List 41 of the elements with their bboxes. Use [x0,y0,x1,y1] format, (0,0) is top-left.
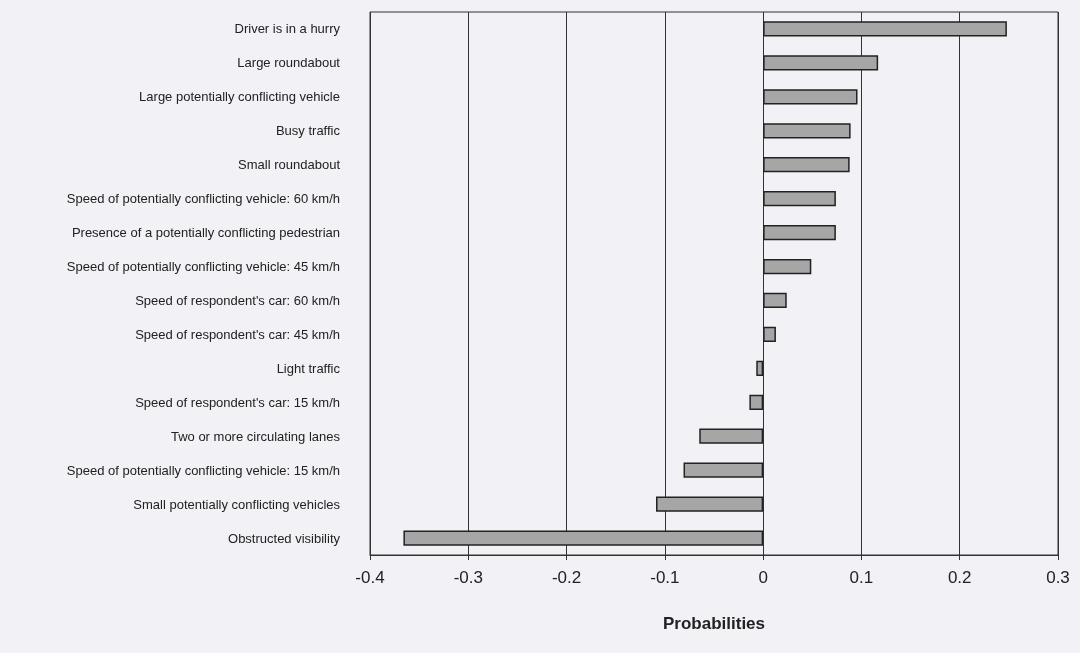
y-tick-label: Busy traffic [275,123,341,139]
bar [763,55,879,71]
y-tick-label: Light traffic [276,360,341,376]
bar [763,258,812,275]
y-tick-label: Speed of potentially conflicting vehicle: 15 km/h [66,462,340,478]
y-tick-label: Presence of a potentially conflicting pedestrian [71,225,340,241]
x-tick-label: 0.2 [947,568,972,587]
y-tick-label: Large potentially conflicting vehicle [139,89,340,105]
bar [763,21,1007,37]
x-tick-label: -0.3 [453,568,483,587]
x-tick-label: -0.2 [551,568,582,587]
x-tick-label: 0.3 [1046,568,1070,587]
bar [763,326,776,343]
bar [756,360,764,376]
bar [763,89,858,105]
x-tick-label: 0.1 [849,568,874,587]
y-tick-label: Speed of potentially conflicting vehicle: 45 km/h [66,259,340,275]
bar [699,428,764,444]
bar [763,224,836,241]
x-axis-title: Probabilities [662,614,766,633]
y-tick-label: Large roundabout [237,55,341,71]
x-tick-label: -0.1 [650,568,680,587]
bar [763,292,787,309]
bar [656,496,764,512]
y-tick-label: Speed of potentially conflicting vehicle: 60 km/h [66,191,340,207]
y-tick-label: Driver is in a hurry [234,21,341,37]
y-tick-label: Speed of respondent's car: 60 km/h [135,292,340,308]
y-tick-label: Two or more circulating lanes [170,428,341,444]
bar [683,462,764,478]
y-tick-label: Small potentially conflicting vehicles [133,496,341,512]
x-tick-label: -0.4 [355,568,385,587]
bar [403,530,764,546]
y-tick-label: Speed of respondent's car: 45 km/h [135,326,340,342]
y-tick-label: Small roundabout [238,157,341,173]
bar [749,394,764,410]
y-tick-label: Obstructed visibility [228,530,341,546]
bar [763,123,851,139]
bar [763,191,836,207]
x-tick-label: 0 [758,568,768,587]
y-tick-label: Speed of respondent's car: 15 km/h [135,394,340,410]
bar [763,157,850,173]
